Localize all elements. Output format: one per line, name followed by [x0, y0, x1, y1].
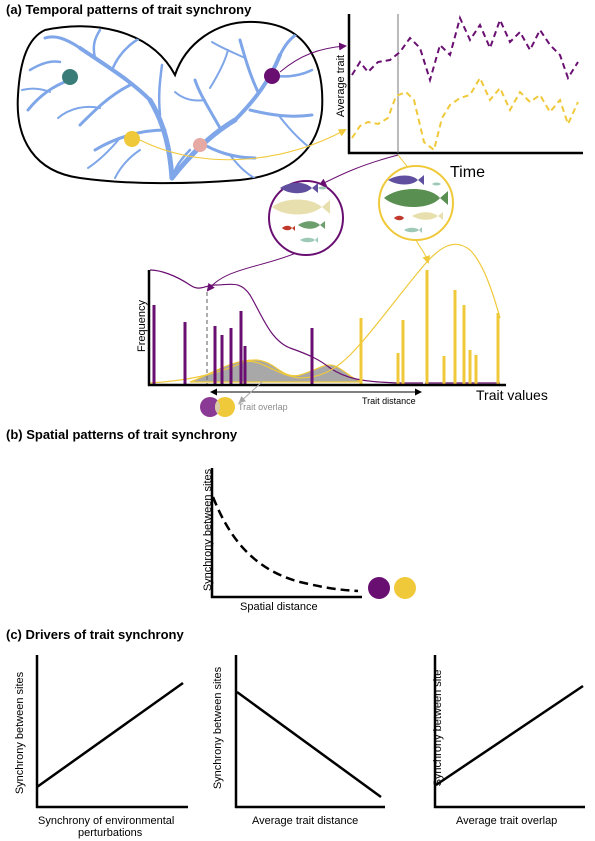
fish-icon	[282, 225, 295, 231]
b-xlabel: Spatial distance	[240, 601, 318, 613]
fish-icon	[394, 215, 404, 221]
yellow-series	[351, 75, 579, 152]
fish-icon	[280, 182, 318, 194]
panel-a-title: (a) Temporal patterns of trait synchrony	[6, 2, 252, 17]
c2-xlabel: Average trait distance	[252, 815, 359, 827]
purple-time-arrow	[318, 154, 399, 186]
panel-b-title: (b) Spatial patterns of trait synchrony	[6, 427, 238, 442]
c3-xlabel: Average trait overlap	[456, 815, 558, 827]
trait-distance-label: Trait distance	[362, 396, 416, 406]
site-pink	[193, 138, 207, 152]
yellow-bars	[359, 270, 500, 384]
yellow-density	[149, 243, 501, 384]
fish-icon	[318, 186, 327, 190]
overlap-venn-icon	[200, 397, 235, 417]
site-purple-dot	[368, 577, 390, 599]
hist-xlabel: Trait values	[476, 387, 548, 403]
trend-line	[236, 690, 382, 799]
trend-line	[36, 681, 184, 789]
trait-overlap-label: Trait overlap	[238, 402, 288, 412]
fish-icon	[404, 227, 422, 233]
trend-line	[435, 684, 584, 787]
purple-connector	[279, 42, 347, 73]
fish-icon	[300, 237, 318, 243]
purple-hist-arrow	[206, 252, 297, 292]
yellow-community	[378, 165, 454, 241]
fish-icon	[432, 182, 441, 186]
site-teal	[62, 69, 78, 85]
fish-icon	[384, 189, 448, 207]
panel-c-title: (c) Drivers of trait synchrony	[6, 627, 184, 642]
fish-icon	[298, 221, 325, 229]
c1-xlabel-line1: Synchrony of environmental	[38, 815, 175, 827]
site-purple	[264, 68, 280, 84]
driver-plot-distance	[234, 655, 385, 809]
river-network	[21, 28, 314, 181]
time-series-plot	[347, 14, 583, 155]
fish-icon	[272, 199, 330, 215]
site-yellow-dot	[394, 577, 416, 599]
watershed-map	[16, 20, 324, 185]
site-yellow	[124, 131, 140, 147]
yellow-connector	[139, 129, 347, 161]
fish-icon	[388, 175, 424, 185]
driver-plot-overlap	[433, 655, 585, 809]
driver-plot-environment	[35, 655, 188, 809]
purple-bars	[152, 305, 314, 384]
decay-curve	[211, 496, 359, 593]
purple-series	[351, 15, 579, 84]
overlap-pointer	[238, 381, 263, 404]
spatial-decay-plot	[210, 468, 416, 599]
fish-icon	[412, 212, 443, 220]
purple-community	[268, 180, 344, 256]
yellow-hist-arrow	[415, 239, 431, 264]
c1-xlabel-line2: perturbations	[78, 827, 143, 839]
trait-histogram	[147, 243, 506, 417]
ts-xlabel: Time	[450, 164, 485, 181]
